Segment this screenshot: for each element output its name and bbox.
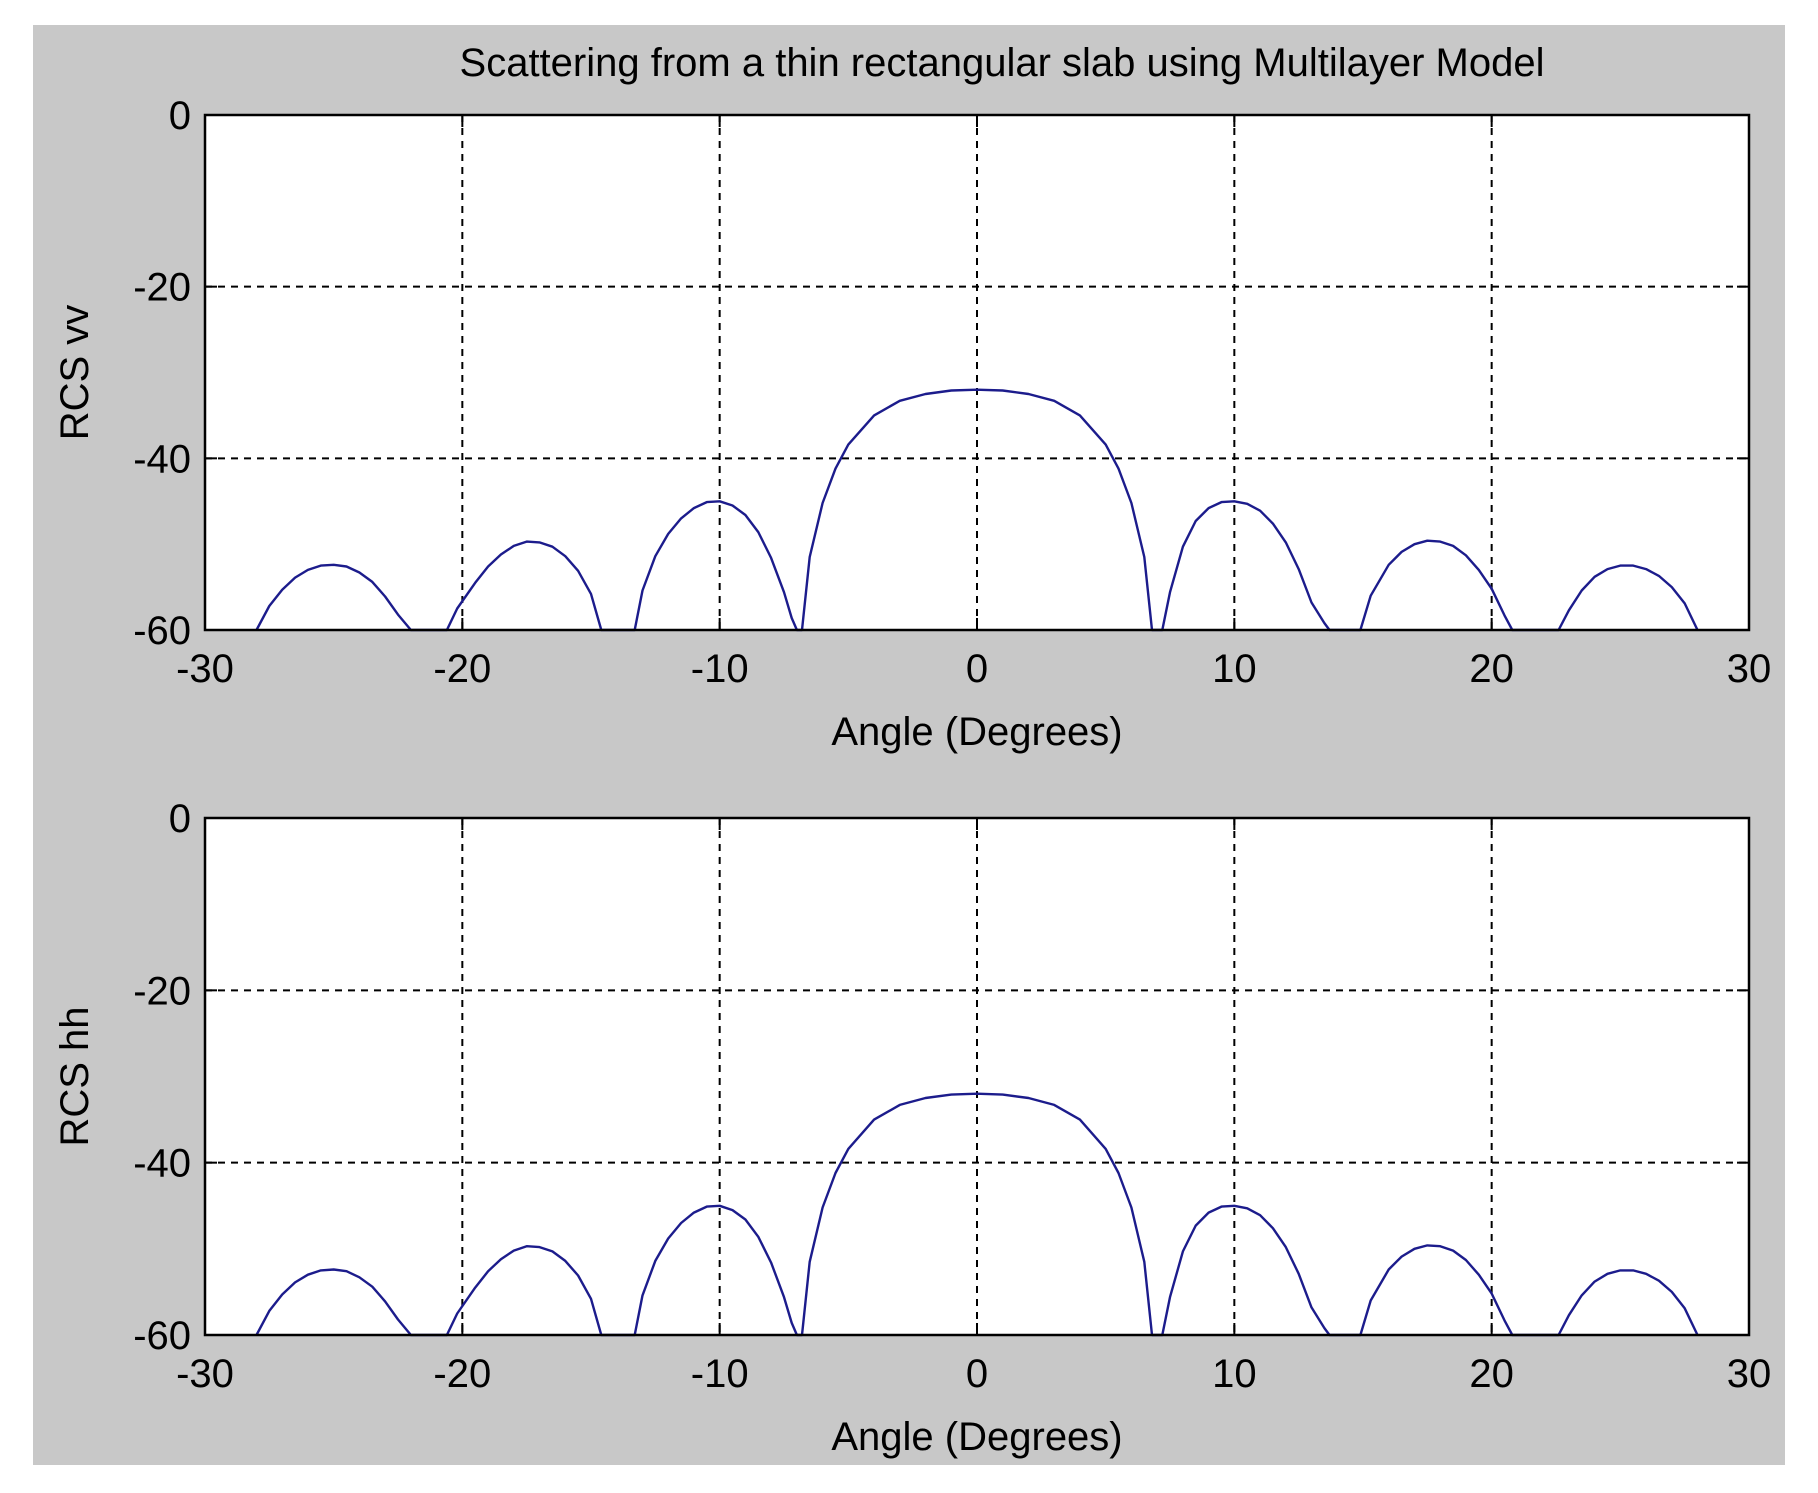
y-tick-label-1-3: -60: [133, 609, 191, 653]
y-tick-label-1-1: -20: [133, 266, 191, 310]
plot-area-2: [205, 818, 1749, 1335]
x-tick-label-1-5: 20: [1469, 647, 1514, 691]
y-tick-label-2-0: 0: [169, 797, 191, 841]
x-tick-label-2-1: -20: [433, 1352, 491, 1396]
x-tick-label-1-6: 30: [1727, 647, 1772, 691]
x-axis-label-2: Angle (Degrees): [831, 1415, 1122, 1459]
x-tick-label-1-2: -10: [691, 647, 749, 691]
y-tick-label-1-0: 0: [169, 94, 191, 138]
x-tick-label-1-0: -30: [176, 647, 234, 691]
x-axis-label-1: Angle (Degrees): [831, 710, 1122, 754]
x-tick-label-1-4: 10: [1212, 647, 1257, 691]
y-tick-label-1-2: -40: [133, 437, 191, 481]
chart-title: Scattering from a thin rectangular slab …: [460, 41, 1545, 85]
y-axis-label-1: RCS vv: [53, 305, 97, 441]
data-line-1-1: [255, 388, 1699, 632]
y-axis-label-2: RCS hh: [53, 1006, 97, 1146]
x-tick-label-2-2: -10: [691, 1352, 749, 1396]
y-tick-label-2-1: -20: [133, 969, 191, 1013]
x-tick-label-2-0: -30: [176, 1352, 234, 1396]
data-line-2-1: [255, 1092, 1699, 1337]
x-tick-label-1-1: -20: [433, 647, 491, 691]
plot-area-1: [205, 115, 1749, 630]
x-tick-label-2-3: 0: [966, 1352, 988, 1396]
x-tick-label-2-4: 10: [1212, 1352, 1257, 1396]
y-tick-label-2-3: -60: [133, 1314, 191, 1358]
x-tick-label-2-5: 20: [1469, 1352, 1514, 1396]
x-tick-label-1-3: 0: [966, 647, 988, 691]
y-tick-label-2-2: -40: [133, 1142, 191, 1186]
x-tick-label-2-6: 30: [1727, 1352, 1772, 1396]
